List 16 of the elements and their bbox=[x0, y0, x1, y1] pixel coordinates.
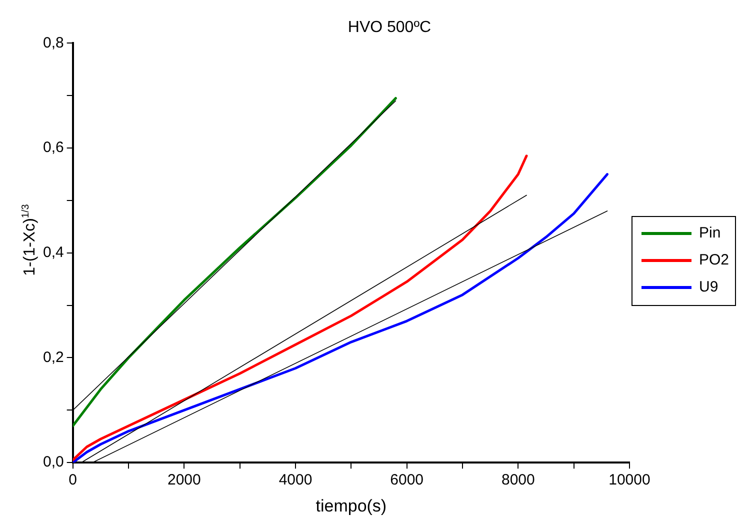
x-tick-label: 10000 bbox=[608, 472, 650, 489]
x-tick-label: 2000 bbox=[167, 472, 201, 489]
legend-label: U9 bbox=[698, 278, 718, 296]
legend-label: PO2 bbox=[698, 252, 729, 269]
x-tick-label: 4000 bbox=[278, 472, 312, 489]
x-tick-label: 8000 bbox=[501, 472, 535, 489]
legend-label: Pin bbox=[698, 224, 721, 242]
x-tick-label: 0 bbox=[68, 472, 78, 489]
x-tick-label: 6000 bbox=[390, 472, 424, 489]
y-tick-label: 0,8 bbox=[42, 34, 64, 52]
y-tick-label: 0,6 bbox=[42, 139, 64, 156]
chart-title: HVO 500ºC bbox=[348, 19, 432, 36]
y-tick-label: 0,0 bbox=[42, 454, 64, 471]
y-tick-label: 0,4 bbox=[42, 244, 64, 262]
y-tick-label: 0,2 bbox=[42, 348, 64, 366]
x-axis-title: tiempo(s) bbox=[316, 496, 387, 516]
